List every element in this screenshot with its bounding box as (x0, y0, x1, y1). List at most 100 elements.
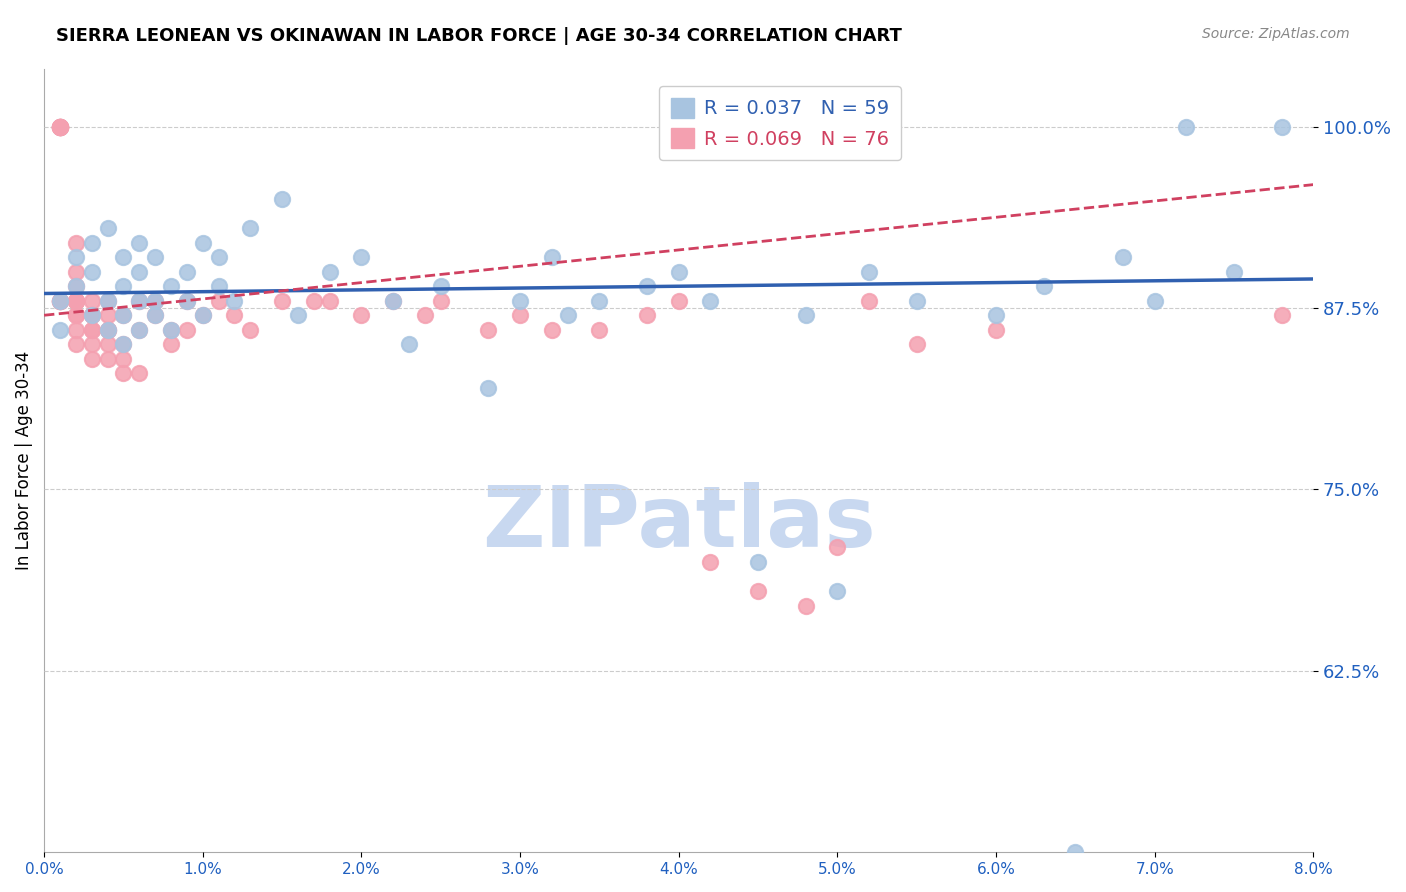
Okinawans (858, 293, 880, 308)
Okinawans (65, 308, 87, 322)
Okinawans (49, 120, 72, 134)
Sierra Leoneans (794, 308, 817, 322)
Sierra Leoneans (97, 293, 120, 308)
Okinawans (65, 308, 87, 322)
Sierra Leoneans (1175, 120, 1198, 134)
Okinawans (160, 337, 183, 351)
Okinawans (350, 308, 373, 322)
Sierra Leoneans (112, 250, 135, 264)
Okinawans (827, 541, 849, 555)
Okinawans (80, 293, 103, 308)
Okinawans (160, 323, 183, 337)
Sierra Leoneans (858, 265, 880, 279)
Okinawans (477, 323, 499, 337)
Okinawans (49, 293, 72, 308)
Okinawans (80, 308, 103, 322)
Okinawans (49, 120, 72, 134)
Sierra Leoneans (128, 235, 150, 250)
Okinawans (540, 323, 562, 337)
Okinawans (128, 323, 150, 337)
Okinawans (429, 293, 451, 308)
Okinawans (65, 293, 87, 308)
Sierra Leoneans (429, 279, 451, 293)
Sierra Leoneans (477, 381, 499, 395)
Sierra Leoneans (827, 584, 849, 599)
Okinawans (97, 308, 120, 322)
Okinawans (112, 351, 135, 366)
Y-axis label: In Labor Force | Age 30-34: In Labor Force | Age 30-34 (15, 351, 32, 570)
Sierra Leoneans (207, 279, 229, 293)
Okinawans (128, 293, 150, 308)
Okinawans (984, 323, 1007, 337)
Okinawans (905, 337, 928, 351)
Okinawans (65, 293, 87, 308)
Okinawans (49, 120, 72, 134)
Okinawans (97, 323, 120, 337)
Sierra Leoneans (112, 308, 135, 322)
Okinawans (97, 351, 120, 366)
Okinawans (318, 293, 340, 308)
Sierra Leoneans (176, 293, 198, 308)
Okinawans (49, 120, 72, 134)
Okinawans (80, 351, 103, 366)
Sierra Leoneans (668, 265, 690, 279)
Okinawans (668, 293, 690, 308)
Okinawans (302, 293, 325, 308)
Okinawans (699, 555, 721, 569)
Sierra Leoneans (65, 279, 87, 293)
Sierra Leoneans (540, 250, 562, 264)
Okinawans (239, 323, 262, 337)
Okinawans (112, 308, 135, 322)
Okinawans (382, 293, 405, 308)
Okinawans (49, 293, 72, 308)
Okinawans (65, 235, 87, 250)
Text: SIERRA LEONEAN VS OKINAWAN IN LABOR FORCE | AGE 30-34 CORRELATION CHART: SIERRA LEONEAN VS OKINAWAN IN LABOR FORC… (56, 27, 903, 45)
Sierra Leoneans (509, 293, 531, 308)
Sierra Leoneans (747, 555, 769, 569)
Sierra Leoneans (191, 235, 214, 250)
Okinawans (65, 265, 87, 279)
Sierra Leoneans (318, 265, 340, 279)
Sierra Leoneans (984, 308, 1007, 322)
Sierra Leoneans (80, 308, 103, 322)
Okinawans (112, 337, 135, 351)
Sierra Leoneans (224, 293, 246, 308)
Okinawans (49, 120, 72, 134)
Sierra Leoneans (97, 323, 120, 337)
Sierra Leoneans (1032, 279, 1054, 293)
Sierra Leoneans (143, 293, 166, 308)
Okinawans (49, 293, 72, 308)
Okinawans (80, 308, 103, 322)
Okinawans (143, 308, 166, 322)
Sierra Leoneans (636, 279, 658, 293)
Sierra Leoneans (65, 250, 87, 264)
Okinawans (65, 279, 87, 293)
Okinawans (224, 308, 246, 322)
Sierra Leoneans (1143, 293, 1166, 308)
Okinawans (80, 337, 103, 351)
Okinawans (588, 323, 610, 337)
Okinawans (747, 584, 769, 599)
Okinawans (97, 323, 120, 337)
Sierra Leoneans (97, 221, 120, 235)
Okinawans (49, 120, 72, 134)
Okinawans (143, 293, 166, 308)
Okinawans (80, 323, 103, 337)
Okinawans (65, 293, 87, 308)
Okinawans (128, 367, 150, 381)
Sierra Leoneans (128, 323, 150, 337)
Okinawans (207, 293, 229, 308)
Sierra Leoneans (112, 279, 135, 293)
Sierra Leoneans (49, 293, 72, 308)
Sierra Leoneans (1064, 845, 1087, 859)
Okinawans (794, 599, 817, 613)
Sierra Leoneans (49, 323, 72, 337)
Sierra Leoneans (271, 192, 294, 206)
Sierra Leoneans (80, 265, 103, 279)
Okinawans (176, 323, 198, 337)
Sierra Leoneans (398, 337, 420, 351)
Sierra Leoneans (143, 250, 166, 264)
Okinawans (97, 337, 120, 351)
Sierra Leoneans (699, 293, 721, 308)
Okinawans (65, 323, 87, 337)
